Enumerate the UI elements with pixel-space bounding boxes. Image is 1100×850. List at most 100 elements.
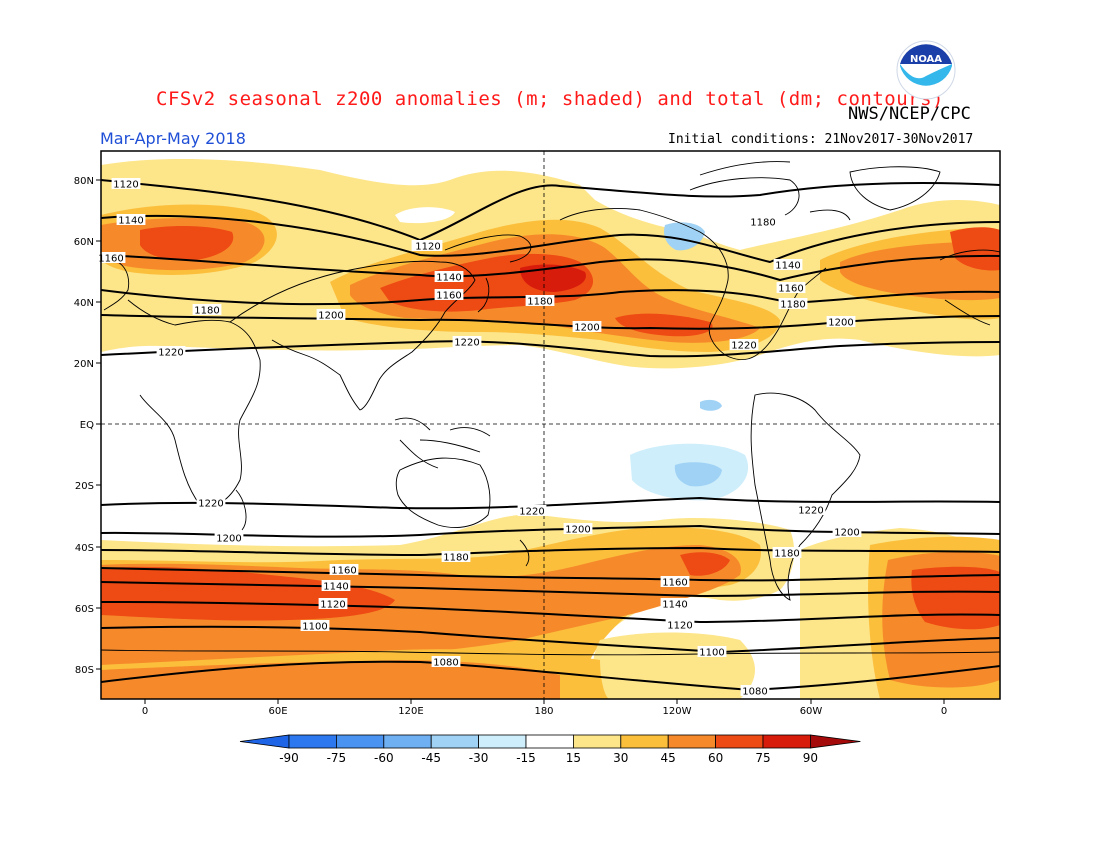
colorbar-label: 45 [661,751,676,765]
colorbar-label: 15 [566,751,581,765]
contour-label-bg [778,298,808,309]
lat-label: EQ [80,420,94,431]
contour-label: 1140 [775,261,800,272]
colorbar-swatch [620,734,669,749]
lat-label: 60N [74,237,94,248]
contour-label: 1120 [113,180,138,191]
lat-label: 20N [74,359,94,370]
longitude-labels: 0 60E 120E 180 120W 60W 0 [142,706,947,717]
noaa-logo: NOAA [896,40,956,100]
contour-label-bg [748,216,778,227]
noaa-logo-text: NOAA [910,54,942,65]
contour-label-bg [452,336,482,347]
colorbar-label: 90 [803,751,818,765]
colorbar-swatch [288,734,337,749]
lat-label: 20S [75,481,94,492]
contour-label: 1200 [318,311,343,322]
map-title: CFSv2 seasonal z200 anomalies (m; shaded… [156,88,944,110]
contour-label: 1180 [194,306,219,317]
contour-label: 1200 [565,525,590,536]
lon-label: 0 [941,706,947,717]
contour-label-bg [156,346,186,357]
contour-label: 1220 [198,499,223,510]
contour-label-bg [214,532,244,543]
forecast-period: Mar-Apr-May 2018 [100,129,246,148]
contour-label-bg [525,295,555,306]
plot-frame [100,150,1001,700]
colorbar-label: -75 [327,751,347,765]
contour-label-bg [660,598,690,609]
contour-label-bg [434,271,464,282]
contour-label: 1160 [662,578,687,589]
colorbar-label: -30 [469,751,489,765]
contour-label-bg [434,289,464,300]
grid-lines [101,151,1000,699]
lat-label: 40S [75,543,94,554]
contour-label: 1080 [742,687,767,698]
contour-label: 1200 [828,318,853,329]
colorbar-label: 30 [613,751,628,765]
colorbar-label: -45 [421,751,441,765]
lon-label: 60E [268,706,287,717]
colorbar: -90 -75 -60 -45 -30 -15 15 30 45 60 75 90 [239,734,861,765]
contour-label: 1200 [574,323,599,334]
contour-label-bg [318,598,348,609]
lat-label: 80S [75,665,94,676]
contour-label-bg [329,564,359,575]
contour-label: 1140 [436,273,461,284]
contour-label: 1140 [118,216,143,227]
lon-label: 180 [534,706,553,717]
contour-label-bg [196,497,226,508]
contour-label-bg [517,505,547,516]
lat-label: 80N [74,176,94,187]
contour-label-bg [796,504,826,515]
colorbar-swatch [478,734,527,749]
lat-label: 60S [75,604,94,615]
colorbar-label: 75 [755,751,770,765]
contour-label: 1180 [780,300,805,311]
contour-label-bg [192,304,222,315]
contour-label: 1140 [662,600,687,611]
colorbar-swatch [667,734,717,749]
contour-label: 1220 [798,506,823,517]
contour-label-bg [772,547,802,558]
contour-label-bg [321,580,351,591]
lat-label: 40N [74,298,94,309]
anomaly-shading [101,158,1000,699]
contour-label: 1120 [320,600,345,611]
initial-conditions: Initial conditions: 21Nov2017-30Nov2017 [668,132,974,147]
contour-label-bg [665,619,695,630]
contour-label: 1220 [454,338,479,349]
axis-ticks [96,179,945,704]
lon-label: 120W [663,706,692,717]
contour-label: 1160 [331,566,356,577]
colorbar-arrow-high [810,734,861,749]
contour-label: 1100 [302,622,327,633]
colorbar-swatch [383,734,432,749]
contour-label-bg [572,321,602,332]
contour-label-bg [116,214,146,225]
agency-label: NWS/NCEP/CPC [848,104,971,124]
contour-labels: 1120 1140 1160 1180 1200 1220 1120 1140 1160 1180… [96,178,862,698]
colorbar-arrow-low [239,734,290,749]
contour-label-bg [740,685,770,696]
contour-label: 1120 [415,242,440,253]
contour-label: 1180 [750,218,775,229]
colorbar-swatch [525,734,574,749]
contour-label: 1100 [699,648,724,659]
contour-label-bg [826,316,856,327]
colorbar-swatch [335,734,385,749]
contour-label-bg [96,252,126,263]
latitude-labels: 80N 60N 40N 20N EQ 20S 40S 60S 80S [74,176,94,676]
contour-label-bg [729,339,759,350]
contour-label: 1160 [436,291,461,302]
contour-label: 1160 [98,254,123,265]
contour-label-bg [413,240,443,251]
contour-label-bg [773,259,803,270]
contour-label: 1160 [778,284,803,295]
contour-label: 1180 [774,549,799,560]
colorbar-swatch [430,734,480,749]
colorbar-swatch [573,734,622,749]
contour-label-bg [111,178,141,189]
